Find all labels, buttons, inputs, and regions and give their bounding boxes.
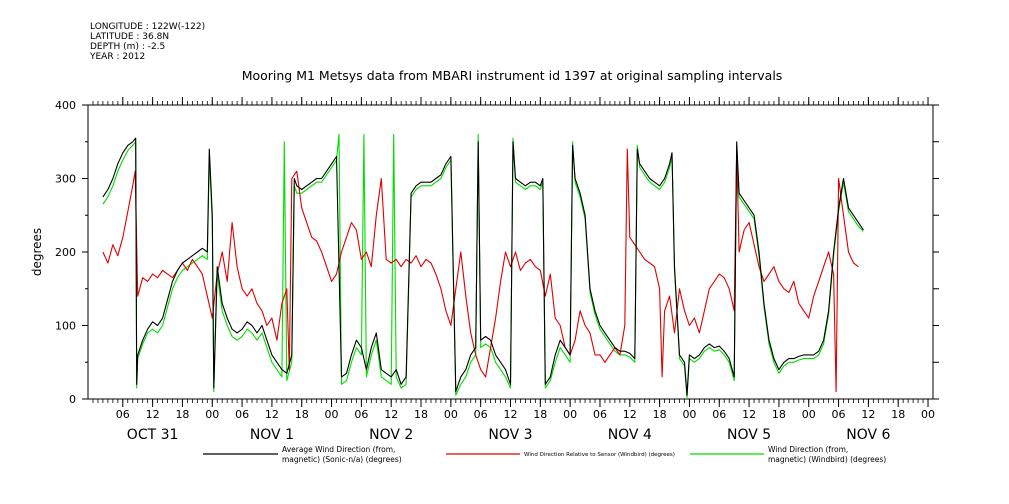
y-tick-label-0: 0 xyxy=(69,393,76,406)
meta-year: YEAR : 2012 xyxy=(89,52,145,62)
legend-label-average-wind-line2: magnetic) (Sonic-n/a) (degrees) xyxy=(282,455,402,464)
x-tick-label-1: 12 xyxy=(146,408,160,421)
x-tick-label-21: 12 xyxy=(742,408,756,421)
chart-title: Mooring M1 Metsys data from MBARI instru… xyxy=(242,68,783,83)
meta-latitude: LATITUDE : 36.8N xyxy=(90,32,169,42)
x-tick-label-17: 12 xyxy=(623,408,637,421)
series-layer xyxy=(102,133,864,399)
x-tick-label-8: 06 xyxy=(354,408,368,421)
y-tick-label-400: 400 xyxy=(55,99,76,112)
x-day-label-5: NOV 5 xyxy=(727,427,771,443)
legend-label-windbird-line2: magnetic) (Windbird) (degrees) xyxy=(768,455,886,464)
axes-layer: 0 100 200 300 400 06 12 18 00 06 12 18 00 06 12 18 00 06 1… xyxy=(55,97,939,443)
x-tick-label-12: 06 xyxy=(474,408,488,421)
x-tick-label-19: 00 xyxy=(682,408,696,421)
x-day-label-1: NOV 1 xyxy=(250,427,294,443)
x-day-label-4: NOV 4 xyxy=(608,427,652,443)
y-tick-label-100: 100 xyxy=(55,320,76,333)
x-tick-label-4: 06 xyxy=(235,408,249,421)
x-tick-label-5: 12 xyxy=(265,408,279,421)
x-tick-label-20: 06 xyxy=(712,408,726,421)
x-tick-label-14: 18 xyxy=(533,408,547,421)
series-line-0 xyxy=(102,137,864,396)
x-tick-label-24: 06 xyxy=(832,408,846,421)
x-tick-label-9: 12 xyxy=(384,408,398,421)
x-tick-label-6: 18 xyxy=(295,408,309,421)
x-tick-label-15: 00 xyxy=(563,408,577,421)
x-tick-label-18: 18 xyxy=(653,408,667,421)
legend-label-windbird-line1: Wind Direction (from, xyxy=(768,445,848,454)
x-tick-label-16: 06 xyxy=(593,408,607,421)
x-day-label-2: NOV 2 xyxy=(369,427,413,443)
meta-longitude: LONGITUDE : 122W(-122) xyxy=(90,22,205,32)
x-tick-label-10: 18 xyxy=(414,408,428,421)
x-tick-label-0: 06 xyxy=(116,408,130,421)
legend-label-average-wind-line1: Average Wind Direction (from, xyxy=(282,445,395,454)
legend: Average Wind Direction (from, magnetic) … xyxy=(203,445,886,464)
y-tick-label-300: 300 xyxy=(55,173,76,186)
x-tick-label-27: 00 xyxy=(921,408,935,421)
x-day-label-3: NOV 3 xyxy=(488,427,532,443)
x-tick-label-3: 00 xyxy=(205,408,219,421)
x-tick-label-25: 12 xyxy=(861,408,875,421)
x-tick-label-22: 18 xyxy=(772,408,786,421)
x-tick-label-11: 00 xyxy=(444,408,458,421)
x-tick-label-2: 18 xyxy=(175,408,189,421)
legend-label-relative-wind: Wind Direction Relative to Sensor (Windb… xyxy=(524,452,675,458)
x-tick-label-13: 12 xyxy=(504,408,518,421)
y-tick-label-200: 200 xyxy=(55,246,76,259)
x-tick-label-26: 18 xyxy=(891,408,905,421)
series-line-1 xyxy=(102,148,859,393)
x-day-label-0: OCT 31 xyxy=(127,427,179,443)
x-day-label-6: NOV 6 xyxy=(846,427,890,443)
x-tick-label-7: 00 xyxy=(325,408,339,421)
meta-depth: DEPTH (m) : -2.5 xyxy=(90,42,165,52)
metadata-block: LONGITUDE : 122W(-122) LATITUDE : 36.8N … xyxy=(89,22,205,62)
x-tick-label-23: 00 xyxy=(802,408,816,421)
y-axis-label: degrees xyxy=(30,228,44,276)
series-line-2 xyxy=(102,133,864,399)
